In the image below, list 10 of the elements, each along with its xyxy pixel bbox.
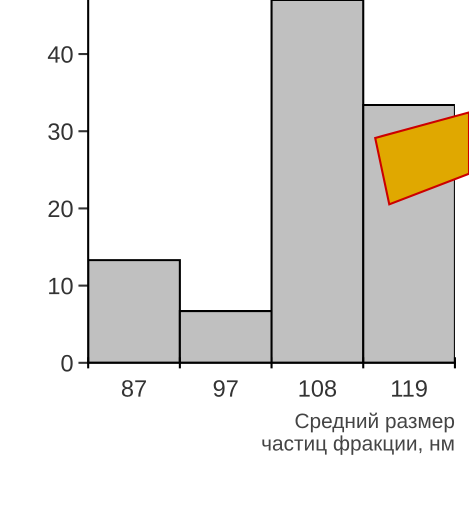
y-tick-label: 40: [48, 46, 73, 63]
x-tick-label: 87: [122, 380, 146, 397]
x-tick-label: 119: [392, 380, 427, 397]
y-tick-label: 20: [48, 200, 73, 218]
y-tick-label: 10: [49, 278, 73, 294]
y-tick-label: 0: [61, 354, 73, 372]
x-tick-label: 97: [214, 380, 238, 397]
y-tick-label: 30: [48, 123, 73, 140]
x-tick-label: 108: [300, 380, 336, 397]
x-axis-title: Средний размер частиц фракции, нм: [262, 412, 454, 455]
